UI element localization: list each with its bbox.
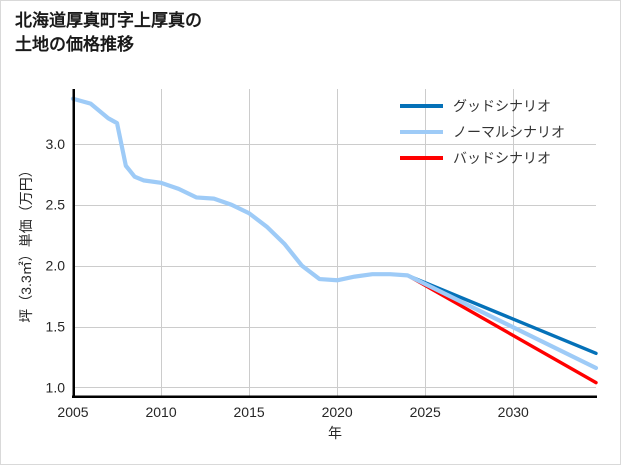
y-tick-label: 3.0 — [46, 136, 66, 152]
y-tick-label: 2.0 — [46, 258, 66, 274]
y-tick-label: 1.5 — [46, 319, 66, 335]
x-tick-label: 2025 — [410, 404, 441, 420]
x-tick-label: 2005 — [57, 404, 88, 420]
axis-spines — [72, 89, 597, 398]
legend-label-good: グッドシナリオ — [453, 98, 551, 114]
series-line-bad — [405, 273, 598, 385]
chart-title: 北海道厚真町字上厚真の 土地の価格推移 — [15, 11, 202, 55]
y-tick-label: 2.5 — [46, 197, 66, 213]
y-axis-title: 坪（3.3㎡）単価（万円） — [18, 163, 34, 322]
legend-label-bad: バッドシナリオ — [453, 150, 551, 166]
y-axis-tick-labels: 1.0 1.5 2.0 2.5 3.0 — [46, 136, 66, 396]
y-tick-label: 1.0 — [46, 379, 66, 395]
series-line-normal — [70, 96, 599, 371]
horizontal-gridlines — [73, 144, 596, 388]
x-tick-label: 2030 — [498, 404, 529, 420]
x-tick-label: 2020 — [322, 404, 353, 420]
series-lines — [70, 96, 599, 385]
x-tick-label: 2010 — [145, 404, 176, 420]
x-axis-title: 年 — [328, 425, 342, 441]
legend-label-normal: ノーマルシナリオ — [453, 124, 565, 140]
vertical-gridlines — [73, 89, 514, 396]
series-line-good — [405, 273, 598, 356]
x-axis-tick-labels: 2005 2010 2015 2020 2025 2030 — [57, 404, 529, 420]
x-tick-label: 2015 — [234, 404, 265, 420]
